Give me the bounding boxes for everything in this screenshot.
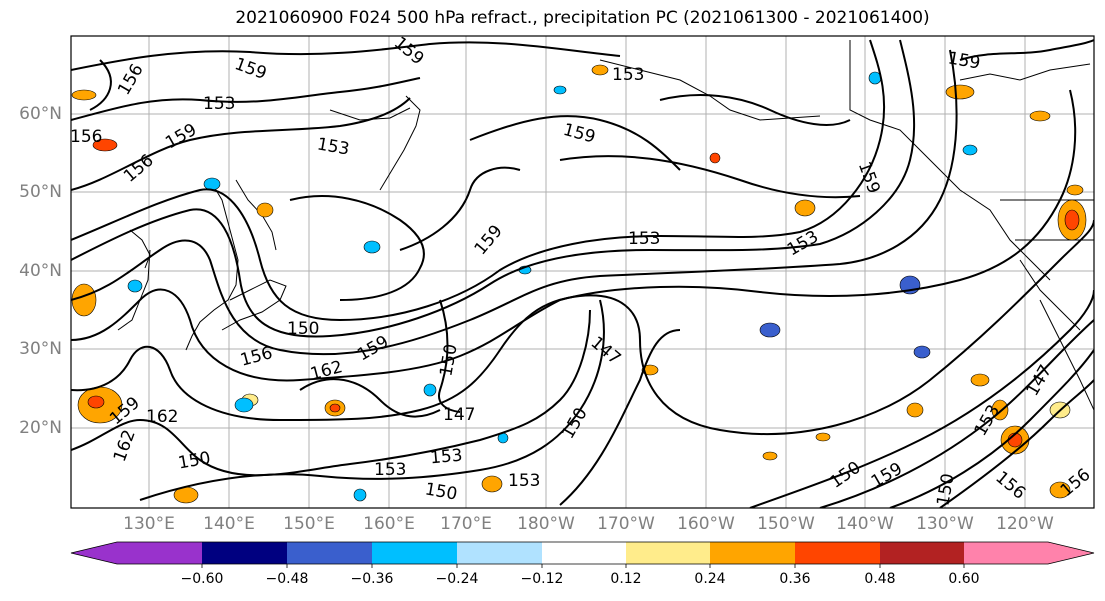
lon-label-140w: 140°W — [836, 514, 894, 534]
lon-label-170w: 170°W — [597, 514, 655, 534]
contour-label: 153 — [374, 460, 406, 480]
colorbar-segment — [710, 542, 795, 564]
colorbar-segment — [372, 542, 457, 564]
coastlines — [117, 40, 1094, 411]
lon-label-150e: 150°E — [283, 514, 335, 534]
lat-label-40n: 40°N — [19, 261, 62, 281]
colorbar-segment — [880, 542, 964, 564]
colorbar-segment — [457, 542, 542, 564]
colorbar-segment — [626, 542, 710, 564]
colorbar-tick-label: −0.48 — [265, 571, 309, 587]
map-title: 2021060900 F024 500 hPa refract., precip… — [235, 8, 930, 28]
colorbar-tick-label: 0.36 — [779, 571, 811, 587]
colorbar-tick-label: −0.60 — [180, 571, 224, 587]
colorbar-segment — [964, 542, 1048, 564]
colorbar-tick-label: 0.60 — [948, 571, 980, 587]
colorbar-segment — [117, 542, 202, 564]
colorbar-tick-label: −0.36 — [350, 571, 394, 587]
lat-label-20n: 20°N — [19, 418, 62, 438]
contour-label: 153 — [508, 471, 540, 491]
lon-label-140e: 140°E — [203, 514, 255, 534]
colorbar — [70, 541, 1095, 568]
contour-label: 153 — [612, 65, 644, 85]
colorbar-tick-label: 0.12 — [610, 571, 642, 587]
map-frame — [70, 35, 1095, 509]
colorbar-tick-label: 0.24 — [694, 571, 726, 587]
colorbar-tick-label: −0.24 — [435, 571, 479, 587]
colorbar-segment — [202, 542, 287, 564]
colorbar-tick-label: −0.12 — [520, 571, 564, 587]
lat-label-60n: 60°N — [19, 104, 62, 124]
colorbar-segment — [542, 542, 626, 564]
contour-labels: 156 159 153 156 159 153 156 159 159 153 … — [70, 36, 1094, 507]
lon-label-170e: 170°E — [440, 514, 492, 534]
map-plot-area: 156 159 153 156 159 153 156 159 159 153 … — [70, 36, 1094, 508]
colorbar-tick-label: 0.48 — [864, 571, 896, 587]
colorbar-segment — [287, 542, 372, 564]
lat-label-50n: 50°N — [19, 182, 62, 202]
lat-label-30n: 30°N — [19, 339, 62, 359]
lon-label-120w: 120°W — [996, 514, 1054, 534]
lon-label-160e: 160°E — [363, 514, 415, 534]
contour-label: 150 — [287, 319, 319, 339]
lon-label-180w: 180°W — [517, 514, 575, 534]
lon-label-160w: 160°W — [677, 514, 735, 534]
graticule — [71, 36, 1094, 508]
lon-label-130w: 130°W — [916, 514, 974, 534]
colorbar-outline — [70, 541, 1095, 565]
contour-label: 153 — [429, 446, 463, 469]
contour-label: 162 — [146, 407, 178, 427]
refractivity-contours — [71, 39, 1094, 508]
colorbar-arrow-right — [1048, 542, 1094, 564]
contour-label: 153 — [628, 229, 660, 249]
contour-label: 147 — [443, 405, 475, 425]
colorbar-segment — [795, 542, 880, 564]
colorbar-arrow-left — [71, 542, 117, 564]
lon-label-130e: 130°E — [123, 514, 175, 534]
colorbar-ticks — [201, 564, 965, 568]
contour-label: 153 — [203, 94, 235, 114]
contour-label: 156 — [70, 127, 102, 147]
lon-label-150w: 150°W — [757, 514, 815, 534]
